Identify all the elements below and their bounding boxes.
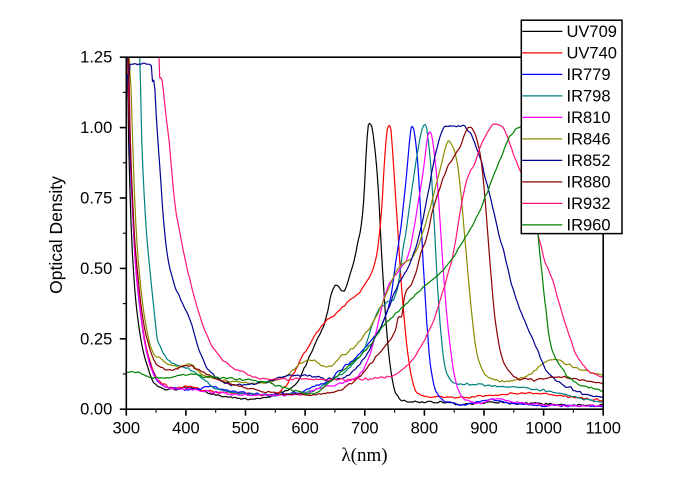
svg-text:UV740: UV740 [567, 45, 617, 63]
svg-text:IR960: IR960 [567, 217, 611, 235]
svg-text:700: 700 [351, 420, 379, 438]
svg-text:Optical Density: Optical Density [46, 176, 66, 294]
svg-text:0.75: 0.75 [80, 190, 112, 208]
svg-text:0.00: 0.00 [80, 401, 112, 419]
svg-text:IR932: IR932 [567, 195, 611, 213]
svg-text:0.50: 0.50 [80, 260, 112, 278]
svg-text:0.25: 0.25 [80, 330, 112, 348]
svg-text:λ(nm): λ(nm) [341, 445, 387, 466]
svg-text:600: 600 [291, 420, 319, 438]
svg-text:1.25: 1.25 [80, 49, 112, 67]
svg-text:IR810: IR810 [567, 109, 611, 127]
svg-text:400: 400 [172, 420, 200, 438]
svg-text:500: 500 [232, 420, 260, 438]
svg-text:IR798: IR798 [567, 88, 611, 106]
svg-text:1000: 1000 [525, 420, 562, 438]
svg-text:UV709: UV709 [567, 23, 617, 41]
svg-text:900: 900 [470, 420, 498, 438]
svg-text:IR880: IR880 [567, 174, 611, 192]
svg-text:IR852: IR852 [567, 152, 611, 170]
svg-text:300: 300 [113, 420, 141, 438]
svg-text:IR846: IR846 [567, 131, 611, 149]
svg-text:IR779: IR779 [567, 66, 611, 84]
svg-text:1100: 1100 [585, 420, 620, 438]
svg-text:1.00: 1.00 [80, 119, 112, 137]
svg-text:800: 800 [411, 420, 439, 438]
